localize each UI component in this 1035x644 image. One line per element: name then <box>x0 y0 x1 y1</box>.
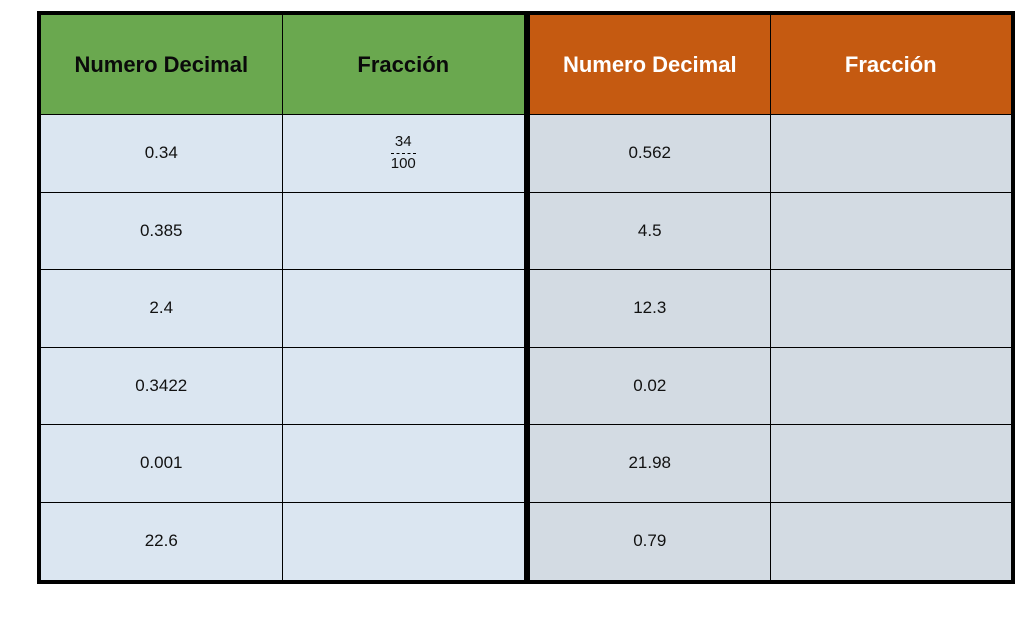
left-fraction-cell[interactable] <box>282 347 524 425</box>
left-fraction-cell[interactable] <box>282 192 524 270</box>
right-fraction-cell[interactable] <box>770 347 1011 425</box>
right-fraction-cell[interactable] <box>770 115 1011 193</box>
left-fraction-cell[interactable] <box>282 425 524 503</box>
right-decimal-cell: 0.562 <box>530 115 771 193</box>
left-decimal-cell: 22.6 <box>41 502 283 580</box>
right-fraction-cell[interactable] <box>770 425 1011 503</box>
right-table: Numero Decimal Fracción 0.562 4.5 12.3 0… <box>527 15 1011 580</box>
decimal-fraction-worksheet: Numero Decimal Fracción 0.34 34 100 0.38… <box>37 11 1015 584</box>
right-fraction-cell[interactable] <box>770 192 1011 270</box>
left-decimal-cell: 0.34 <box>41 115 283 193</box>
left-decimal-cell: 0.3422 <box>41 347 283 425</box>
fraction-denominator: 100 <box>390 154 416 172</box>
right-decimal-cell: 4.5 <box>530 192 771 270</box>
right-decimal-cell: 12.3 <box>530 270 771 348</box>
right-header-decimal: Numero Decimal <box>530 15 771 115</box>
left-decimal-cell: 0.001 <box>41 425 283 503</box>
right-header-fraction: Fracción <box>770 15 1011 115</box>
left-header-decimal: Numero Decimal <box>41 15 283 115</box>
left-header-fraction: Fracción <box>282 15 524 115</box>
left-fraction-cell[interactable] <box>282 502 524 580</box>
right-decimal-cell: 21.98 <box>530 425 771 503</box>
left-fraction-cell[interactable] <box>282 270 524 348</box>
right-fraction-cell[interactable] <box>770 502 1011 580</box>
left-decimal-cell: 0.385 <box>41 192 283 270</box>
left-fraction-cell[interactable]: 34 100 <box>282 115 524 193</box>
right-decimal-cell: 0.79 <box>530 502 771 580</box>
right-fraction-cell[interactable] <box>770 270 1011 348</box>
left-decimal-cell: 2.4 <box>41 270 283 348</box>
fraction-value: 34 100 <box>391 134 416 172</box>
right-decimal-cell: 0.02 <box>530 347 771 425</box>
fraction-numerator: 34 <box>390 134 416 154</box>
left-table: Numero Decimal Fracción 0.34 34 100 0.38… <box>41 15 527 580</box>
